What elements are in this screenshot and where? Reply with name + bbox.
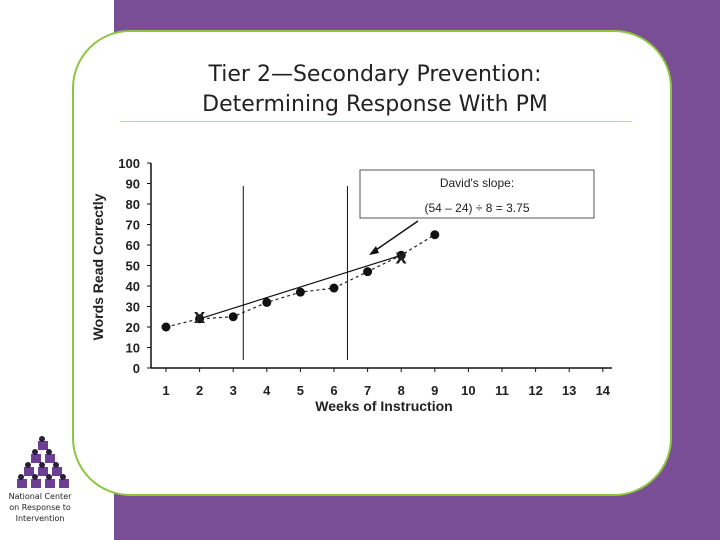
logo-block: [52, 467, 62, 476]
logo-dot: [46, 449, 52, 455]
logo-dot: [25, 462, 31, 468]
logo-dot: [53, 462, 59, 468]
logo-dot: [46, 474, 52, 480]
x-tick-label: 13: [562, 383, 576, 398]
annotation-line-1: David's slope:: [440, 176, 514, 190]
x-tick-label: 6: [330, 383, 337, 398]
data-points: [161, 230, 440, 332]
annotation-line-2: (54 – 24) ÷ 8 = 3.75: [425, 201, 530, 215]
logo-dot: [18, 474, 24, 480]
x-axis-label: Weeks of Instruction: [315, 398, 452, 414]
x-marker: X: [395, 249, 407, 267]
y-tick-label: 40: [126, 279, 140, 294]
slide-title: Tier 2—Secondary Prevention: Determining…: [120, 60, 630, 120]
x-tick-label: 5: [297, 383, 304, 398]
y-tick-label: 20: [126, 320, 140, 335]
x-tick-label: 8: [398, 383, 405, 398]
logo-block: [24, 467, 34, 476]
x-tick-label: 9: [431, 383, 438, 398]
org-line-2: on Response to: [9, 503, 71, 512]
logo-block: [31, 454, 41, 463]
y-tick-label: 50: [126, 259, 140, 274]
title-line-1: Tier 2—Secondary Prevention:: [208, 62, 542, 87]
annotation-arrowhead: [369, 246, 379, 255]
x-tick-label: 2: [196, 383, 203, 398]
title-line-2: Determining Response With PM: [202, 92, 548, 117]
x-tick-label: 3: [230, 383, 237, 398]
x-tick-label: 7: [364, 383, 371, 398]
logo-block: [17, 479, 27, 488]
logo-block: [59, 479, 69, 488]
x-tick-label: 4: [263, 383, 271, 398]
logo-block: [38, 467, 48, 476]
y-tick-label: 10: [126, 341, 140, 356]
x-marker: X: [194, 309, 206, 327]
data-point: [430, 230, 440, 240]
data-point: [262, 297, 272, 307]
y-tick-label: 90: [126, 177, 140, 192]
logo-block: [31, 479, 41, 488]
slope-line: [199, 254, 402, 320]
chart-axes: [147, 162, 612, 372]
logo-block: [45, 454, 55, 463]
slide-card: [72, 30, 672, 496]
data-point: [396, 250, 406, 260]
logo-dot: [39, 436, 45, 442]
x-tick-label: 12: [528, 383, 542, 398]
logo-dot: [32, 474, 38, 480]
annotation-arrow: [372, 220, 419, 253]
logo-dot: [32, 449, 38, 455]
x-tick-label: 14: [596, 383, 611, 398]
x-tick-label: 1: [162, 383, 169, 398]
y-tick-label: 30: [126, 300, 140, 315]
logo-block: [38, 441, 48, 450]
ncrti-logo: [17, 436, 69, 488]
y-tick-label: 80: [126, 197, 140, 212]
slope-annotation: David's slope: (54 – 24) ÷ 8 = 3.75: [359, 169, 595, 255]
y-tick-label: 60: [126, 238, 140, 253]
data-point: [195, 314, 205, 324]
logo-block: [45, 479, 55, 488]
title-divider: [120, 121, 632, 122]
y-tick-label: 0: [133, 361, 140, 376]
x-tick-label: 10: [461, 383, 475, 398]
x-markers: XX: [194, 249, 408, 326]
data-point: [295, 287, 305, 297]
logo-dot: [39, 462, 45, 468]
organization-name: National Center on Response to Intervent…: [0, 491, 80, 524]
y-tick-label: 70: [126, 218, 140, 233]
x-tick-label: 11: [495, 383, 509, 398]
data-point: [161, 322, 171, 332]
org-line-3: Intervention: [15, 514, 65, 523]
y-tick-label: 100: [118, 156, 140, 171]
data-point: [228, 312, 238, 322]
data-point: [363, 267, 373, 277]
y-axis-label: Words Read Correctly: [90, 193, 106, 340]
org-line-1: National Center: [8, 492, 72, 501]
phase-lines: [242, 186, 348, 360]
annotation-box: [359, 169, 595, 219]
data-point: [329, 283, 339, 293]
logo-dot: [60, 474, 66, 480]
